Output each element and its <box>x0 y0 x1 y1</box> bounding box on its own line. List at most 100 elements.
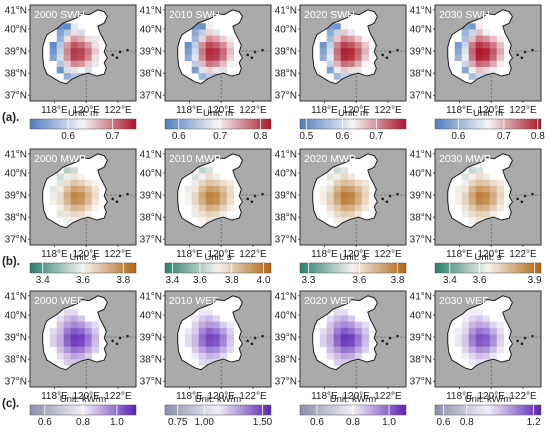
grid-cell <box>482 66 490 74</box>
colorbar-tick-label: 1.00 <box>194 417 214 428</box>
grid-cell <box>212 352 220 360</box>
island-marker <box>396 192 399 196</box>
island-marker <box>118 194 122 198</box>
grid-cell <box>475 340 483 347</box>
grid-cell <box>63 54 72 61</box>
grid-cell <box>468 315 477 323</box>
grid-cell <box>77 327 85 335</box>
grid-cell <box>489 327 497 335</box>
grid-cell <box>70 66 78 74</box>
grid-cell <box>63 198 72 205</box>
grid-cell <box>319 185 328 193</box>
grid-cell <box>496 192 504 199</box>
grid-cell <box>205 48 213 55</box>
grid-cell <box>482 210 490 218</box>
grid-cell <box>91 327 99 335</box>
grid-cell <box>468 346 477 354</box>
grid-cell <box>77 185 85 193</box>
grid-cell <box>461 192 470 199</box>
coastline <box>42 295 108 371</box>
grid-cell <box>496 327 504 335</box>
grid-cell <box>184 192 193 199</box>
grid-cell <box>63 23 72 30</box>
grid-cell <box>354 352 362 360</box>
grid-cell <box>496 198 504 205</box>
grid-cell <box>340 217 348 224</box>
colorbar: 0.75 1.00 1.50 Unit: kW/m <box>164 394 273 428</box>
grid-cell <box>489 66 497 74</box>
grid-cell <box>354 192 362 199</box>
grid-cell <box>198 23 207 30</box>
grid-cell <box>333 73 342 80</box>
grid-cell <box>226 185 234 193</box>
grid-cell <box>49 192 58 199</box>
map-panel-swh-3: 2030 SWH 41°N 40°N 39°N 38°N 37°N 118°E 120°E 12… <box>410 4 545 142</box>
lon-label: 118°E <box>446 105 473 116</box>
grid-cell <box>212 179 220 187</box>
grid-cell <box>475 35 483 43</box>
grid-cell <box>49 48 58 55</box>
grid-cell <box>468 73 477 80</box>
grid-cell <box>77 179 85 187</box>
grid-cell <box>63 309 72 316</box>
grid-cell <box>333 217 342 224</box>
grid-cell <box>496 340 504 347</box>
grid-cell <box>219 60 227 68</box>
island-marker <box>381 339 384 343</box>
panel-title: 2030 WEF <box>439 295 489 307</box>
coastline <box>42 9 108 85</box>
grid-cell <box>489 48 497 55</box>
grid-cell <box>219 35 227 43</box>
lon-label: 122°E <box>239 391 267 402</box>
grid-cell <box>219 346 227 354</box>
grid-cell <box>340 346 348 354</box>
grid-cell <box>198 48 207 55</box>
grid-cell <box>454 334 463 341</box>
grid-cell <box>205 327 213 335</box>
grid-cell <box>326 179 335 187</box>
grid-cell <box>333 23 342 30</box>
lat-label: 37°N <box>275 235 297 246</box>
row-label: (a). <box>2 112 19 124</box>
grid-cell <box>475 192 483 199</box>
lon-label: 118°E <box>446 391 473 402</box>
island-marker <box>516 339 519 343</box>
grid-cell <box>340 179 348 187</box>
grid-cell <box>63 60 72 68</box>
colorbar-gradient <box>164 118 272 130</box>
grid-cell <box>347 340 355 347</box>
grid-cell <box>496 321 504 329</box>
grid-cell <box>91 35 99 43</box>
value-grid <box>49 23 99 80</box>
lon-label: 120°E <box>478 391 506 402</box>
grid-cell <box>212 334 220 341</box>
grid-cell <box>198 217 207 224</box>
grid-cell <box>191 48 200 55</box>
grid-cell <box>468 198 477 205</box>
panel-frame <box>164 148 272 246</box>
lat-label: 41°N <box>5 291 27 302</box>
grid-cell <box>91 48 99 55</box>
grid-cell <box>475 334 483 341</box>
grid-cell <box>468 185 477 193</box>
island-marker <box>118 50 122 54</box>
lat-label: 39°N <box>140 333 162 344</box>
grid-cell <box>482 179 490 187</box>
grid-cell <box>333 66 342 74</box>
grid-cell <box>461 340 470 347</box>
grid-cell <box>333 321 342 329</box>
colorbar-tick-label: 0.8 <box>531 131 545 142</box>
grid-cell <box>198 60 207 68</box>
island-marker <box>126 334 129 338</box>
grid-cell <box>333 327 342 335</box>
lat-label: 41°N <box>410 149 432 160</box>
grid-cell <box>77 48 85 55</box>
grid-cell <box>482 54 490 61</box>
grid-cell <box>49 327 58 335</box>
grid-cell <box>333 192 342 199</box>
grid-cell <box>340 167 348 174</box>
grid-cell <box>354 41 362 49</box>
grid-cell <box>219 327 227 335</box>
grid-cell <box>205 204 213 212</box>
grid-cell <box>198 173 207 181</box>
